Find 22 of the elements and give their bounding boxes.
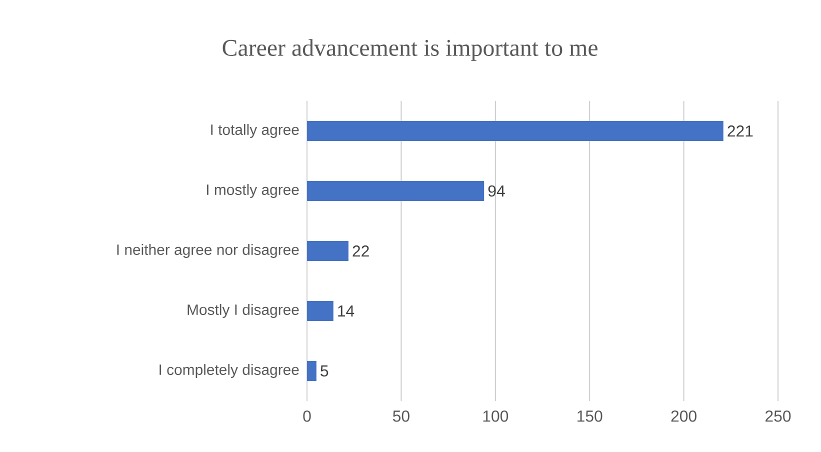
data-label: 14 [338, 306, 354, 316]
chart-title: Career advancement is important to me [222, 39, 598, 61]
data-label: 94 [488, 185, 505, 197]
bar [307, 240, 348, 261]
y-tick-label: I totally agree [211, 124, 299, 138]
x-tick-label: 50 [392, 410, 410, 422]
y-tick-label: I completely disagree [160, 364, 299, 378]
x-tick-label: 250 [766, 410, 791, 422]
data-label: 5 [320, 365, 328, 377]
bar [307, 120, 724, 141]
bar [307, 180, 484, 201]
y-tick-label: I mostly agree [207, 184, 299, 198]
y-tick-label: Mostly I disagree [188, 304, 299, 318]
x-tick-label: 100 [483, 410, 508, 422]
bar [307, 300, 334, 321]
x-tick-label: 0 [303, 410, 311, 422]
x-tick-label: 200 [671, 410, 696, 422]
bar [307, 360, 316, 381]
y-tick-label: I neither agree nor disagree [117, 244, 299, 258]
data-label: 22 [352, 245, 369, 257]
x-tick-label: 150 [578, 410, 602, 422]
data-label: 221 [728, 125, 753, 137]
